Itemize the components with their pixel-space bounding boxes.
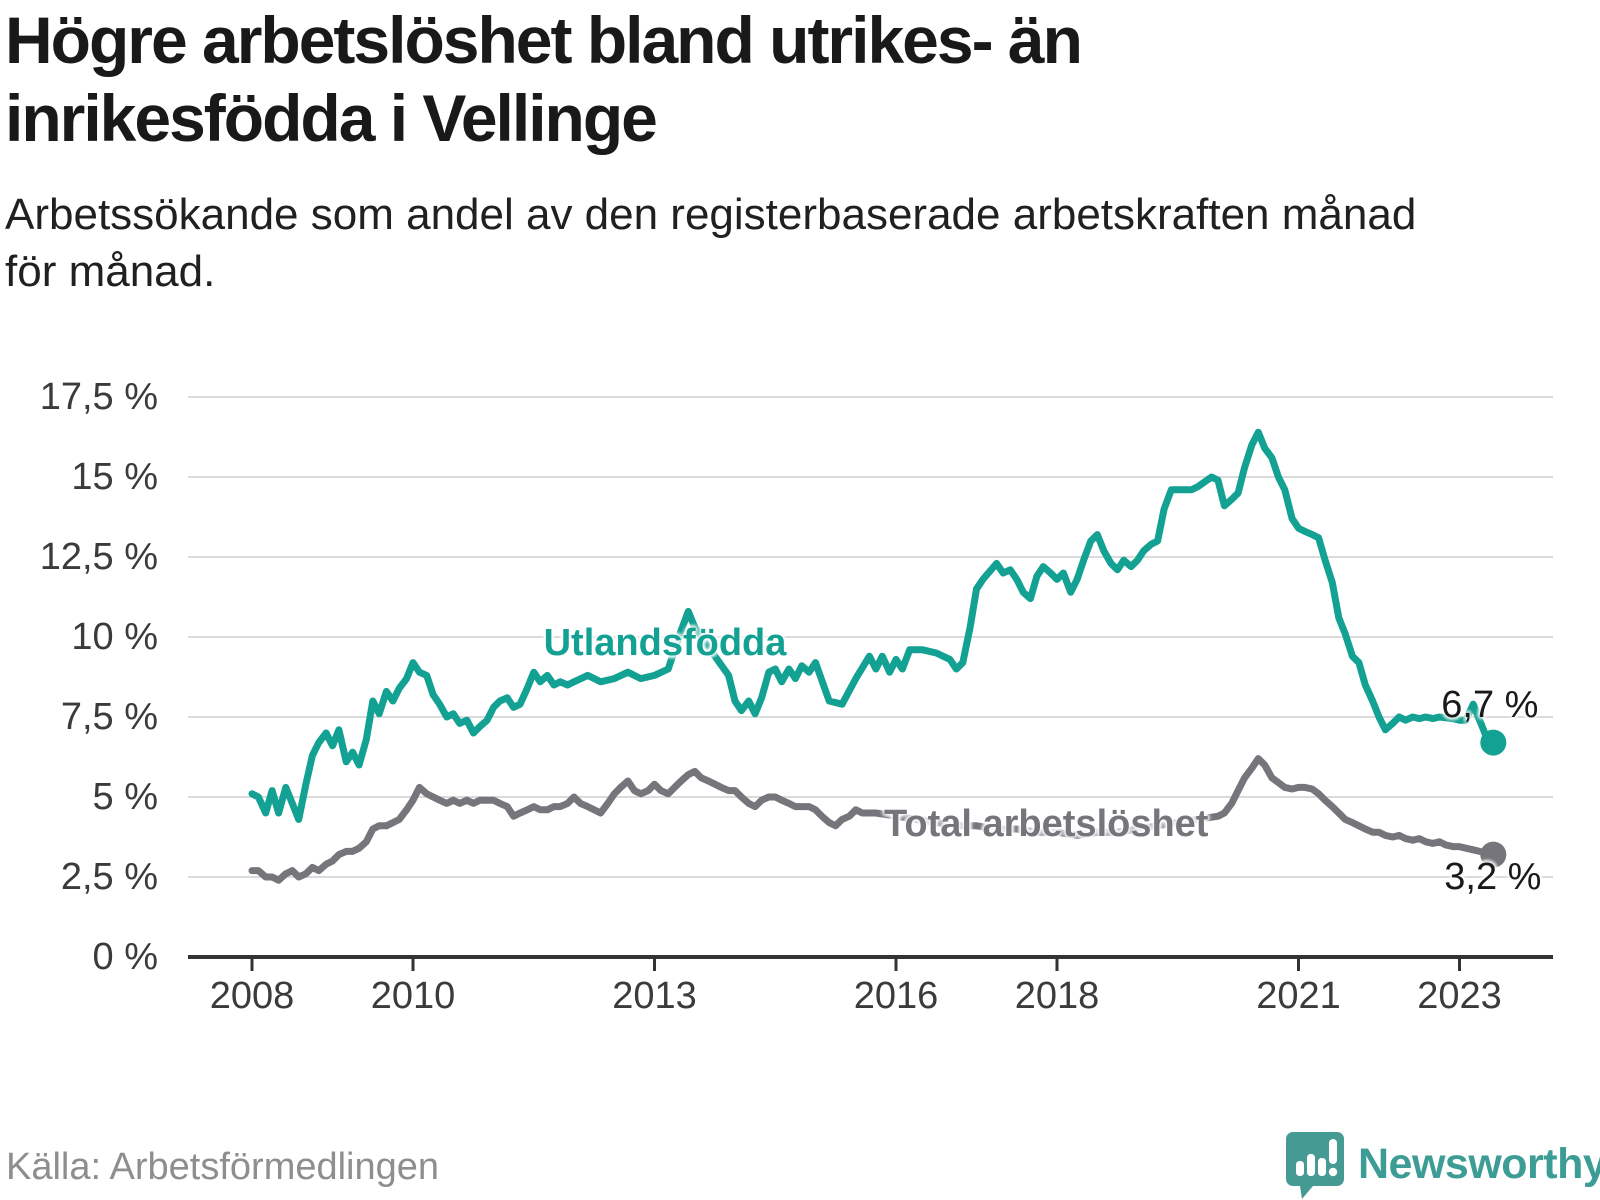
- series-line-total-arbetsloshet: [248, 755, 1497, 884]
- y-axis-tick-label: 7,5 %: [60, 696, 158, 738]
- y-axis-tick-label: 10 %: [71, 616, 158, 658]
- x-axis-tick-label: 2018: [1014, 975, 1100, 1017]
- series-label-total-arbetsloshet: Total arbetslöshet: [884, 803, 1209, 845]
- x-axis-tick-label: 2016: [853, 975, 939, 1017]
- y-axis-tick-label: 17,5 %: [39, 376, 158, 418]
- newsworthy-wordmark: Newsworthy: [1358, 1140, 1600, 1188]
- y-axis-tick-label: 12,5 %: [39, 536, 158, 578]
- y-axis-tick-label: 0 %: [92, 936, 158, 978]
- series-end-dot-utlandsfodda: [1480, 729, 1507, 756]
- chart-title: Högre arbetslöshet bland utrikes- än inr…: [5, 3, 1083, 155]
- series-end-dot-total-arbetsloshet: [1480, 841, 1507, 868]
- x-axis-tick-label: 2013: [612, 975, 697, 1017]
- series-label-utlandsfodda: Utlandsfödda: [543, 622, 787, 664]
- x-axis-tick-label: 2008: [209, 975, 295, 1017]
- x-axis-tick-label: 2021: [1256, 975, 1341, 1017]
- y-axis-tick-label: 2,5 %: [60, 856, 158, 898]
- series-line-utlandsfodda: [248, 428, 1497, 823]
- source-note: Källa: Arbetsförmedlingen: [6, 1146, 440, 1188]
- end-value-label-utlandsfodda: 6,7 %: [1441, 683, 1539, 726]
- x-axis-tick-label: 2023: [1417, 975, 1502, 1017]
- x-axis-tick-label: 2010: [370, 975, 456, 1017]
- y-axis-tick-label: 15 %: [71, 456, 158, 498]
- chart-subtitle: Arbetssökande som andel av den registerb…: [5, 190, 1417, 297]
- newsworthy-logo-icon: [1286, 1132, 1344, 1199]
- y-axis-tick-label: 5 %: [92, 776, 158, 818]
- end-value-label-total-arbetsloshet: 3,2 %: [1444, 855, 1542, 898]
- newsworthy-logo: Newsworthy: [1286, 1130, 1600, 1200]
